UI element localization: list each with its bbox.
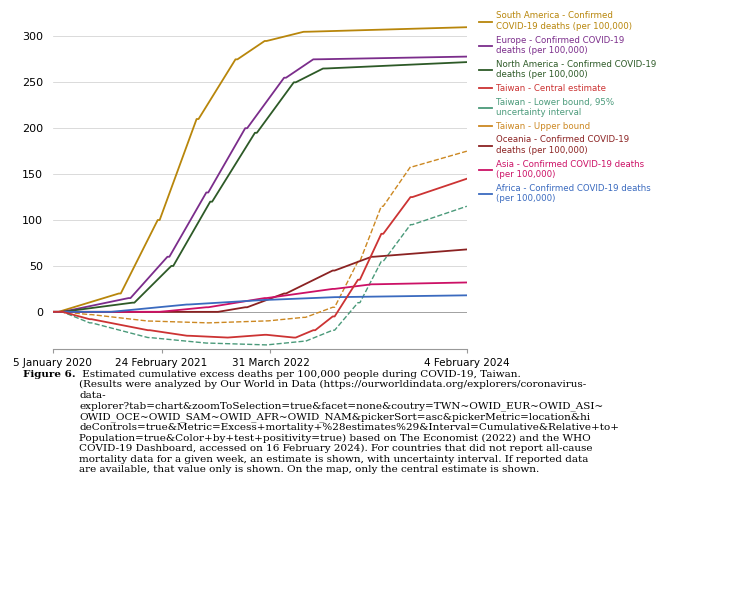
- Text: Estimated cumulative excess deaths per 100,000 people during COVID-19, Taiwan.
(: Estimated cumulative excess deaths per 1…: [79, 370, 619, 474]
- Legend: South America - Confirmed
COVID-19 deaths (per 100,000), Europe - Confirmed COVI: South America - Confirmed COVID-19 death…: [480, 11, 656, 203]
- Text: Figure 6.: Figure 6.: [23, 370, 75, 379]
